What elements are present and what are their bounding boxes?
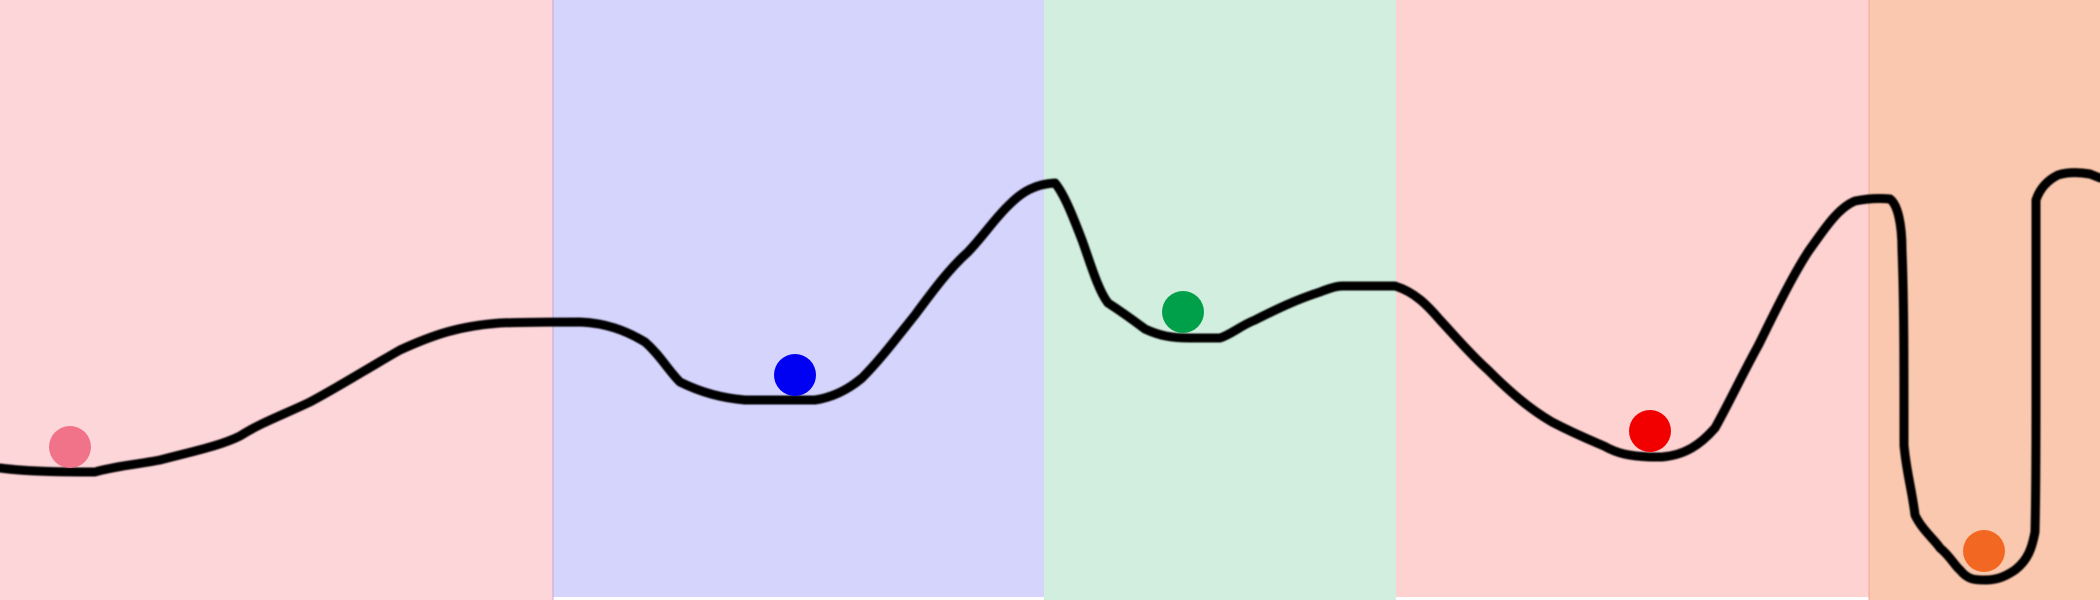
ball-red [1629, 410, 1671, 452]
ball-blue [774, 354, 816, 396]
ball-orange [1963, 530, 2005, 572]
ball-pink [49, 426, 91, 468]
ball-green [1162, 291, 1204, 333]
region-2 [553, 0, 1044, 597]
region-4 [1396, 0, 1869, 597]
landscape-curve [0, 168, 2100, 585]
region-3 [1044, 0, 1396, 600]
region-1 [0, 0, 553, 600]
